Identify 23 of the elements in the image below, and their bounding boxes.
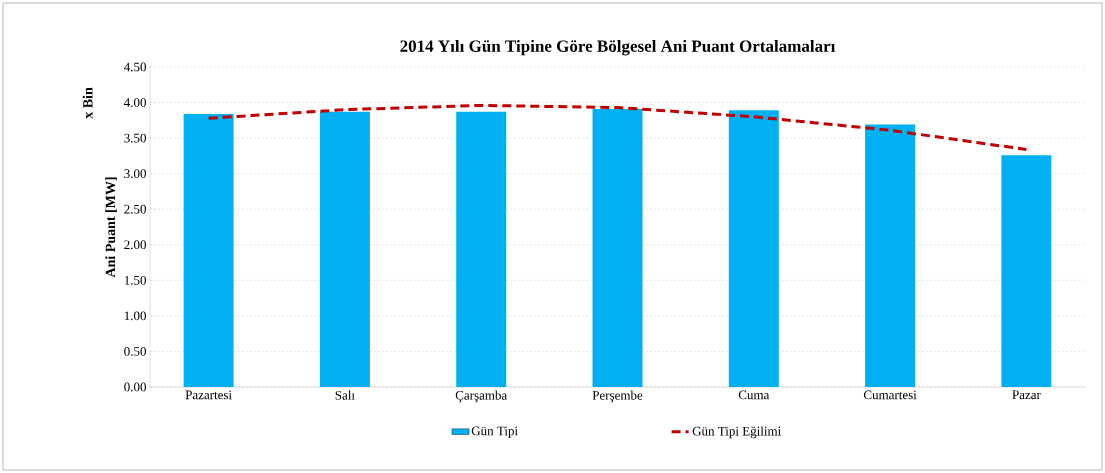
line-series [207,103,1028,151]
y-tick-label: 3.00 [124,169,146,179]
legend-label: Gün Tipi Eğilimi [692,426,782,439]
y-axis-title: Ani Puant [MW] [105,177,117,278]
x-tick-label: Pazartesi [185,390,232,400]
x-tick-label: Cuma [738,390,770,400]
chart-title: 2014 Yılı Gün Tipine Göre Bölgesel Ani Puant Ortalamaları [400,39,836,56]
text: x Bin [82,87,93,119]
x-tick-label: Çarşamba [455,390,508,403]
x-tick-label: Perşembe [592,390,643,403]
y-tick-label: 1.50 [124,275,146,285]
x-tick-label: Cumartesi [863,390,917,400]
y-tick-label: 0.00 [124,382,146,392]
x-tick-label: Pazar [1012,390,1041,400]
y-tick-label: 0.50 [124,347,146,356]
y-tick-label: 2.00 [124,240,146,250]
y-tick-label: 3.50 [124,133,146,143]
legend-label: Gün Tipi [471,426,518,438]
x-tick-label: Salı [335,390,355,400]
y-tick-label: 4.50 [123,62,146,72]
y-tick-label: 4.00 [123,98,146,107]
y-tick-label: 1.00 [124,311,146,321]
y-tick-label: 2.50 [124,204,146,214]
